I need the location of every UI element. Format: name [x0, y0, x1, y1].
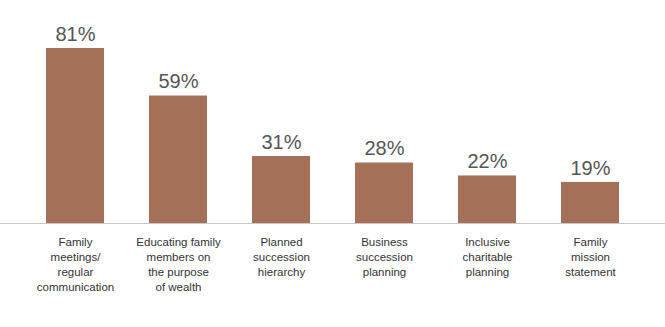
svg-text:Plannedsuccessionhierarchy: Plannedsuccessionhierarchy [253, 236, 310, 278]
svg-text:59%: 59% [158, 70, 198, 92]
svg-text:Inclusivecharitableplanning: Inclusivecharitableplanning [463, 236, 513, 278]
svg-text:22%: 22% [467, 150, 507, 172]
svg-text:Familymissionstatement: Familymissionstatement [565, 236, 616, 278]
svg-text:Familymeetings/regularcommunic: Familymeetings/regularcommunication [37, 236, 114, 293]
svg-text:31%: 31% [261, 131, 301, 153]
svg-text:Businesssuccessionplanning: Businesssuccessionplanning [356, 236, 413, 278]
svg-text:19%: 19% [570, 157, 610, 179]
svg-text:28%: 28% [364, 137, 404, 159]
svg-text:81%: 81% [55, 23, 95, 45]
svg-text:Educating familymembers onthe: Educating familymembers onthe purposeof … [136, 236, 221, 293]
